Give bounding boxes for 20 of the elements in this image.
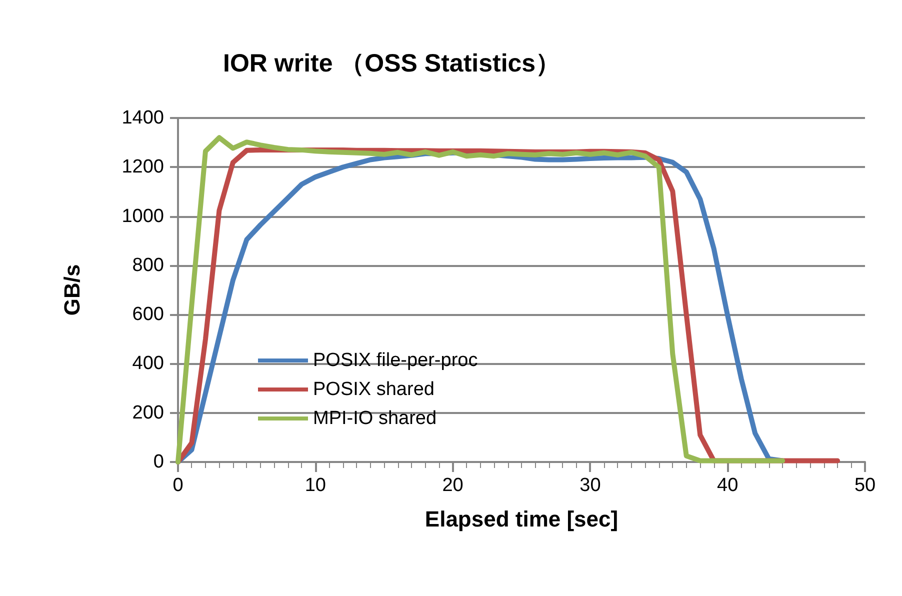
x-tick-label: 0 bbox=[172, 475, 184, 496]
y-tick-label: 800 bbox=[132, 254, 164, 276]
y-tick-label: 200 bbox=[132, 402, 164, 424]
y-tick-label: 1400 bbox=[122, 108, 164, 128]
legend-label: POSIX shared bbox=[313, 379, 434, 400]
legend-label: MPI-IO shared bbox=[313, 408, 437, 429]
y-tick-label: 1200 bbox=[122, 156, 164, 178]
x-tick-label: 40 bbox=[717, 475, 738, 496]
y-tick-label: 600 bbox=[132, 304, 164, 326]
x-axis-title: Elapsed time [sec] bbox=[424, 506, 618, 532]
y-axis-title: GB/s bbox=[60, 264, 84, 316]
x-tick-label: 30 bbox=[580, 475, 601, 496]
y-tick-label: 0 bbox=[153, 452, 164, 472]
x-tick-label: 50 bbox=[854, 475, 876, 496]
legend-label: POSIX file-per-proc bbox=[313, 350, 478, 371]
chart-title: IOR write （OSS Statistics） bbox=[223, 50, 561, 78]
x-tick-label: 10 bbox=[304, 475, 326, 496]
x-tick-label: 20 bbox=[442, 475, 464, 496]
y-tick-label: 400 bbox=[132, 353, 164, 374]
y-tick-label: 1000 bbox=[122, 206, 164, 227]
